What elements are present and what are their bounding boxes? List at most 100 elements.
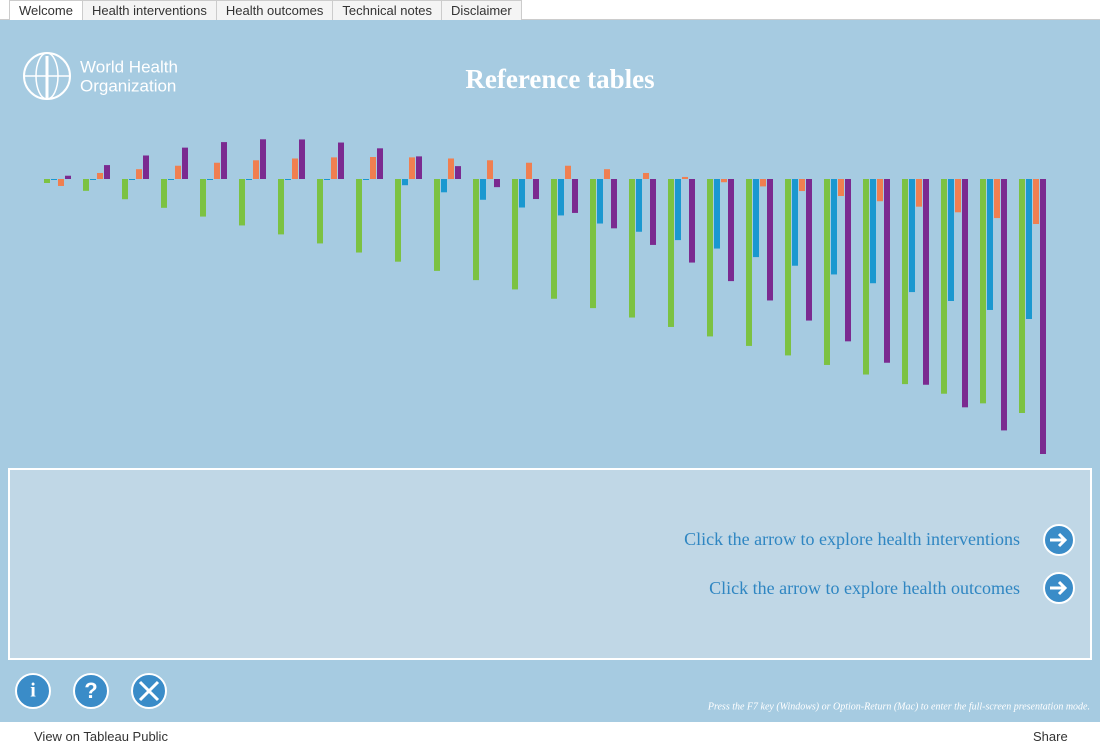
decor-bar (473, 179, 479, 281)
decor-bar (909, 179, 915, 293)
svg-text:i: i (30, 680, 36, 702)
decor-bar (487, 160, 493, 179)
panel (8, 468, 1092, 660)
decor-bar (597, 179, 603, 224)
decor-bar (629, 179, 635, 318)
decor-bar (845, 179, 851, 342)
decor-bar (753, 179, 759, 258)
decor-bar (434, 179, 440, 271)
decor-bar (239, 179, 245, 226)
decor-bar (863, 179, 869, 375)
decor-bar (962, 179, 968, 408)
decor-bar (175, 165, 181, 179)
decor-bar (838, 179, 844, 197)
decor-bar (728, 179, 734, 282)
decor-graphic (44, 139, 1046, 454)
decor-bar (994, 179, 1000, 219)
tab[interactable]: Disclaimer (441, 0, 522, 20)
decor-bar (512, 179, 518, 290)
arrow-button[interactable] (1043, 524, 1075, 556)
decor-bar (44, 179, 50, 183)
decor-bar (590, 179, 596, 309)
link-text[interactable]: Click the arrow to explore health interv… (684, 529, 1020, 549)
decor-bar (923, 179, 929, 385)
decor-bar (650, 179, 656, 245)
decor-bar (200, 179, 206, 217)
decor-bar (799, 179, 805, 192)
decor-bar (356, 179, 362, 253)
decor-bar (416, 156, 422, 179)
canvas: World Health Organization Reference tabl… (8, 52, 1092, 712)
decor-bar (494, 179, 500, 188)
decor-bar (448, 158, 454, 179)
decor-bar (831, 179, 837, 275)
view-link[interactable]: View on Tableau Public (34, 729, 168, 744)
decor-bar (1019, 179, 1025, 413)
decor-bar (285, 179, 291, 180)
info-button[interactable]: i (15, 673, 51, 709)
decor-bar (980, 179, 986, 404)
decor-bar (58, 179, 64, 186)
decor-bar (558, 179, 564, 216)
decor-bar (689, 179, 695, 263)
tools-button[interactable] (131, 673, 167, 709)
decor-bar (331, 157, 337, 179)
decor-bar (260, 139, 266, 179)
decor-bar (941, 179, 947, 394)
decor-bar (441, 179, 447, 193)
link-text[interactable]: Click the arrow to explore health outcom… (709, 578, 1020, 598)
decor-bar (760, 179, 766, 187)
arrow-button[interactable] (1043, 572, 1075, 604)
decor-bar (299, 139, 305, 179)
decor-bar (317, 179, 323, 244)
decor-bar (292, 158, 298, 179)
decor-bar (565, 165, 571, 179)
decor-bar (90, 179, 96, 180)
decor-bar (519, 179, 525, 208)
decor-bar (682, 176, 688, 179)
tab[interactable]: Welcome (9, 0, 83, 20)
decor-bar (785, 179, 791, 356)
tab[interactable]: Technical notes (332, 0, 443, 20)
decor-bar (207, 179, 213, 180)
decor-bar (402, 179, 408, 186)
help-button[interactable]: ? (73, 673, 109, 709)
decor-bar (806, 179, 812, 321)
decor-bar (767, 179, 773, 301)
tab-bar: Welcome Health interventions Health outc… (0, 0, 1100, 20)
decor-bar (526, 162, 532, 179)
decor-bar (721, 179, 727, 183)
logo-text: World Health (80, 57, 178, 76)
decor-bar (363, 179, 369, 180)
decor-bar (1001, 179, 1007, 431)
decor-bar (246, 179, 252, 180)
decor-bar (253, 160, 259, 179)
decor-bar (707, 179, 713, 337)
tab[interactable]: Health interventions (81, 0, 217, 20)
decor-bar (122, 179, 128, 200)
decor-bar (136, 169, 142, 179)
decor-bar (455, 166, 461, 179)
decor-bar (987, 179, 993, 310)
decor-bar (377, 148, 383, 179)
decor-bar (278, 179, 284, 235)
decor-bar (1026, 179, 1032, 319)
decor-bar (551, 179, 557, 299)
share-button[interactable]: Share (1033, 729, 1068, 744)
title: Reference tables (465, 64, 654, 94)
decor-bar (643, 172, 649, 179)
decor-bar (97, 172, 103, 179)
decor-bar (604, 169, 610, 179)
decor-bar (129, 179, 135, 180)
tab[interactable]: Health outcomes (215, 0, 334, 20)
who-logo (23, 52, 71, 100)
dashboard: World Health Organization Reference tabl… (0, 20, 1100, 722)
decor-bar (714, 179, 720, 249)
decor-bar (877, 179, 883, 202)
decor-bar (214, 162, 220, 179)
decor-bar (104, 165, 110, 179)
decor-bar (395, 179, 401, 262)
toolbar: View on Tableau Public Share (0, 722, 1100, 750)
decor-bar (143, 155, 149, 179)
